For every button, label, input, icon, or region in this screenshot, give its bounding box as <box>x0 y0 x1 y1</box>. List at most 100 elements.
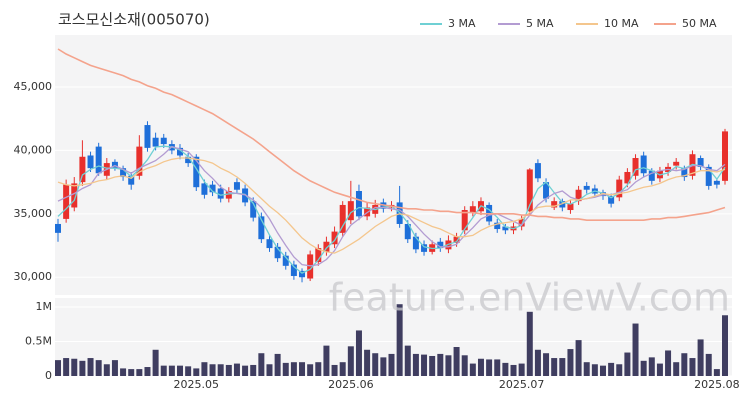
volume-bar <box>404 345 411 376</box>
volume-bar <box>217 364 224 376</box>
candle-body <box>233 182 240 190</box>
volume-bar <box>177 365 184 376</box>
candle-body <box>274 246 281 259</box>
candle-body <box>217 188 224 199</box>
candle-body <box>673 161 680 166</box>
volume-bar <box>185 366 192 376</box>
volume-bar <box>128 369 135 376</box>
volume-bar <box>656 363 663 376</box>
candle-body <box>185 156 192 164</box>
candle-body <box>616 179 623 198</box>
volume-bar <box>591 364 598 376</box>
candle-body <box>713 180 720 185</box>
chart-title: 코스모신소재(005070) <box>58 11 210 29</box>
volume-bar <box>315 362 322 376</box>
volume-bar <box>421 354 428 376</box>
volume-bar <box>632 323 639 376</box>
candle-body <box>331 231 338 245</box>
volume-bar <box>144 367 151 376</box>
legend-label: 10 MA <box>604 17 639 30</box>
candle-body <box>193 156 200 188</box>
volume-bar <box>713 369 720 376</box>
volume-bar <box>648 357 655 376</box>
candle-body <box>225 191 232 199</box>
volume-bar <box>722 315 728 376</box>
volume-bar <box>681 353 688 376</box>
volume-bar <box>55 360 61 376</box>
candle-body <box>697 158 704 167</box>
candle-body <box>640 155 647 174</box>
y-tick-label: 30,000 <box>14 270 53 283</box>
candle-body <box>266 239 273 249</box>
volume-bar <box>624 352 631 376</box>
candle-body <box>209 184 216 193</box>
volume-bar <box>608 362 615 376</box>
candle-body <box>632 158 639 176</box>
plot-background <box>55 35 732 295</box>
candle-body <box>136 146 143 176</box>
x-tick-label: 2025.06 <box>328 378 374 391</box>
volume-bar <box>388 353 395 376</box>
candle-body <box>494 222 501 230</box>
candle-body <box>526 169 533 212</box>
candle-body <box>152 137 159 147</box>
candle-body <box>575 189 582 202</box>
candle-body <box>461 210 468 231</box>
volume-bar <box>543 353 550 376</box>
volume-bar <box>299 362 306 376</box>
candle-body <box>55 223 61 233</box>
volume-bar <box>274 353 281 376</box>
volume-bar <box>233 363 240 376</box>
candle-body <box>177 147 184 156</box>
volume-bar <box>510 364 517 376</box>
candle-body <box>258 216 265 240</box>
volume-bar <box>575 340 582 376</box>
volume-bar <box>209 364 216 376</box>
volume-bar <box>437 353 444 376</box>
candle-body <box>421 244 428 252</box>
candle-body <box>95 146 102 174</box>
volume-bar <box>689 358 696 376</box>
candle-body <box>543 182 550 199</box>
watermark: feature.enViewV.com <box>329 276 730 320</box>
volume-bar <box>111 360 118 376</box>
candle-body <box>282 255 289 266</box>
volume-bar <box>705 353 712 376</box>
y-tick-label: 1M <box>36 300 53 313</box>
volume-bar <box>518 363 525 376</box>
candle-body <box>453 236 460 243</box>
candle-body <box>63 184 70 219</box>
candle-body <box>71 183 78 208</box>
volume-bar <box>71 358 78 376</box>
volume-bar <box>290 362 297 376</box>
volume-bar <box>396 304 403 376</box>
volume-bar <box>339 362 346 376</box>
candle-body <box>469 206 476 213</box>
volume-bar <box>494 359 501 376</box>
volume-bar <box>477 358 484 376</box>
candle-body <box>299 270 306 278</box>
candle-body <box>722 131 728 181</box>
volume-bar <box>412 353 419 376</box>
candle-body <box>79 156 86 183</box>
x-tick-label: 2025.07 <box>499 378 545 391</box>
volume-bar <box>347 346 354 376</box>
candle-body <box>144 125 151 148</box>
volume-bar <box>673 362 680 376</box>
candle-body <box>412 236 419 250</box>
y-tick-label: 0 <box>45 369 52 382</box>
volume-bar <box>502 362 509 376</box>
candle-body <box>128 175 135 185</box>
candle-body <box>624 171 631 184</box>
candle-body <box>551 201 558 208</box>
volume-bar <box>453 347 460 376</box>
candle-body <box>307 254 314 279</box>
x-tick-label: 2025.05 <box>174 378 220 391</box>
legend-label: 3 MA <box>448 17 476 30</box>
volume-bar <box>266 364 273 376</box>
volume-bar <box>380 357 387 376</box>
volume-bar <box>640 360 647 376</box>
candle-body <box>120 168 127 178</box>
